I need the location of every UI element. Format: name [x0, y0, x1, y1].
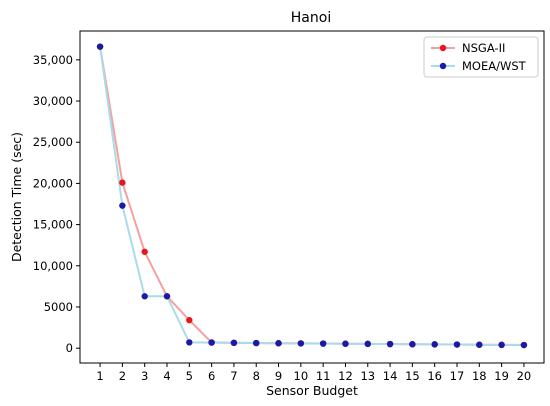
data-point-moea-wst-20 [520, 341, 528, 349]
data-point-moea-wst-17 [453, 341, 461, 348]
x-tick-label-18: 18 [472, 369, 487, 383]
data-point-moea-wst-9 [275, 340, 282, 347]
legend: NSGA-II MOEA/WST [423, 36, 539, 78]
data-point-nsga-ii-2 [119, 179, 126, 186]
y-tick-label-5000: 5000 [44, 300, 73, 314]
x-tick-label-6: 6 [208, 369, 215, 383]
data-point-moea-wst-5 [186, 339, 193, 346]
x-axis: 1 2 3 4 5 6 7 8 9 10 11 12 13 14 15 16 17 18 19 20 [96, 363, 531, 383]
plot-area [79, 30, 545, 364]
data-point-moea-wst-15 [409, 341, 416, 348]
y-tick-label-0: 0 [66, 341, 73, 355]
data-point-moea-wst-4 [163, 293, 171, 300]
data-point-moea-wst-16 [431, 341, 438, 348]
x-tick-label-13: 13 [360, 369, 375, 383]
x-tick-label-14: 14 [383, 369, 398, 383]
x-tick-label-20: 20 [517, 369, 532, 383]
data-point-moea-wst-1 [96, 43, 104, 50]
x-tick-label-16: 16 [427, 369, 442, 383]
x-tick-label-9: 9 [275, 369, 282, 383]
x-tick-label-7: 7 [230, 369, 237, 383]
y-tick-label-15000: 15,000 [33, 218, 73, 232]
y-tick-label-10000: 10,000 [33, 259, 73, 273]
series-line-moea-wst [99, 46, 524, 347]
data-point-moea-wst-19 [498, 341, 505, 349]
data-point-moea-wst-13 [364, 340, 371, 348]
data-point-moea-wst-11 [319, 340, 327, 347]
legend-marker-moea-wst [439, 62, 447, 70]
data-point-moea-wst-3 [141, 293, 148, 300]
x-tick-label-3: 3 [141, 369, 148, 383]
x-tick-label-1: 1 [96, 369, 103, 383]
y-tick-label-35000: 35,000 [33, 53, 73, 67]
chart-title: Hanoi [291, 10, 331, 26]
series-line-nsga-ii [99, 46, 524, 347]
x-tick-label-2: 2 [119, 369, 126, 383]
y-tick-label-25000: 25,000 [33, 135, 73, 149]
x-axis-title: Sensor Budget [266, 383, 358, 398]
data-point-nsga-ii-5 [186, 316, 193, 324]
x-tick-label-15: 15 [405, 369, 420, 383]
x-tick-label-12: 12 [338, 369, 353, 383]
x-tick-label-17: 17 [450, 369, 465, 383]
y-axis-title: Detection Time (sec) [9, 132, 24, 262]
x-tick-label-10: 10 [294, 369, 309, 383]
y-tick-label-30000: 30,000 [33, 94, 73, 108]
y-tick-label-20000: 20,000 [33, 176, 73, 190]
x-tick-label-19: 19 [494, 369, 509, 383]
legend-label-moea-wst: MOEA/WST [462, 59, 527, 73]
data-point-moea-wst-12 [342, 340, 349, 347]
legend-label-nsga-ii: NSGA-II [462, 41, 505, 55]
data-point-nsga-ii-3 [141, 248, 148, 255]
x-tick-label-11: 11 [316, 369, 331, 383]
data-point-moea-wst-7 [230, 339, 238, 347]
x-tick-label-4: 4 [163, 369, 170, 383]
data-point-moea-wst-8 [253, 339, 260, 347]
series-layer [96, 43, 528, 349]
data-point-moea-wst-18 [476, 341, 483, 348]
x-tick-label-5: 5 [186, 369, 193, 383]
x-tick-label-8: 8 [253, 369, 260, 383]
y-axis: 0 5000 10,000 15,000 20,000 25,000 30,000 35,00… [33, 53, 80, 355]
data-point-moea-wst-2 [119, 202, 126, 209]
data-point-moea-wst-14 [386, 340, 394, 348]
data-point-moea-wst-6 [208, 339, 215, 346]
legend-marker-nsga-ii [439, 44, 447, 52]
data-point-moea-wst-10 [297, 340, 305, 347]
